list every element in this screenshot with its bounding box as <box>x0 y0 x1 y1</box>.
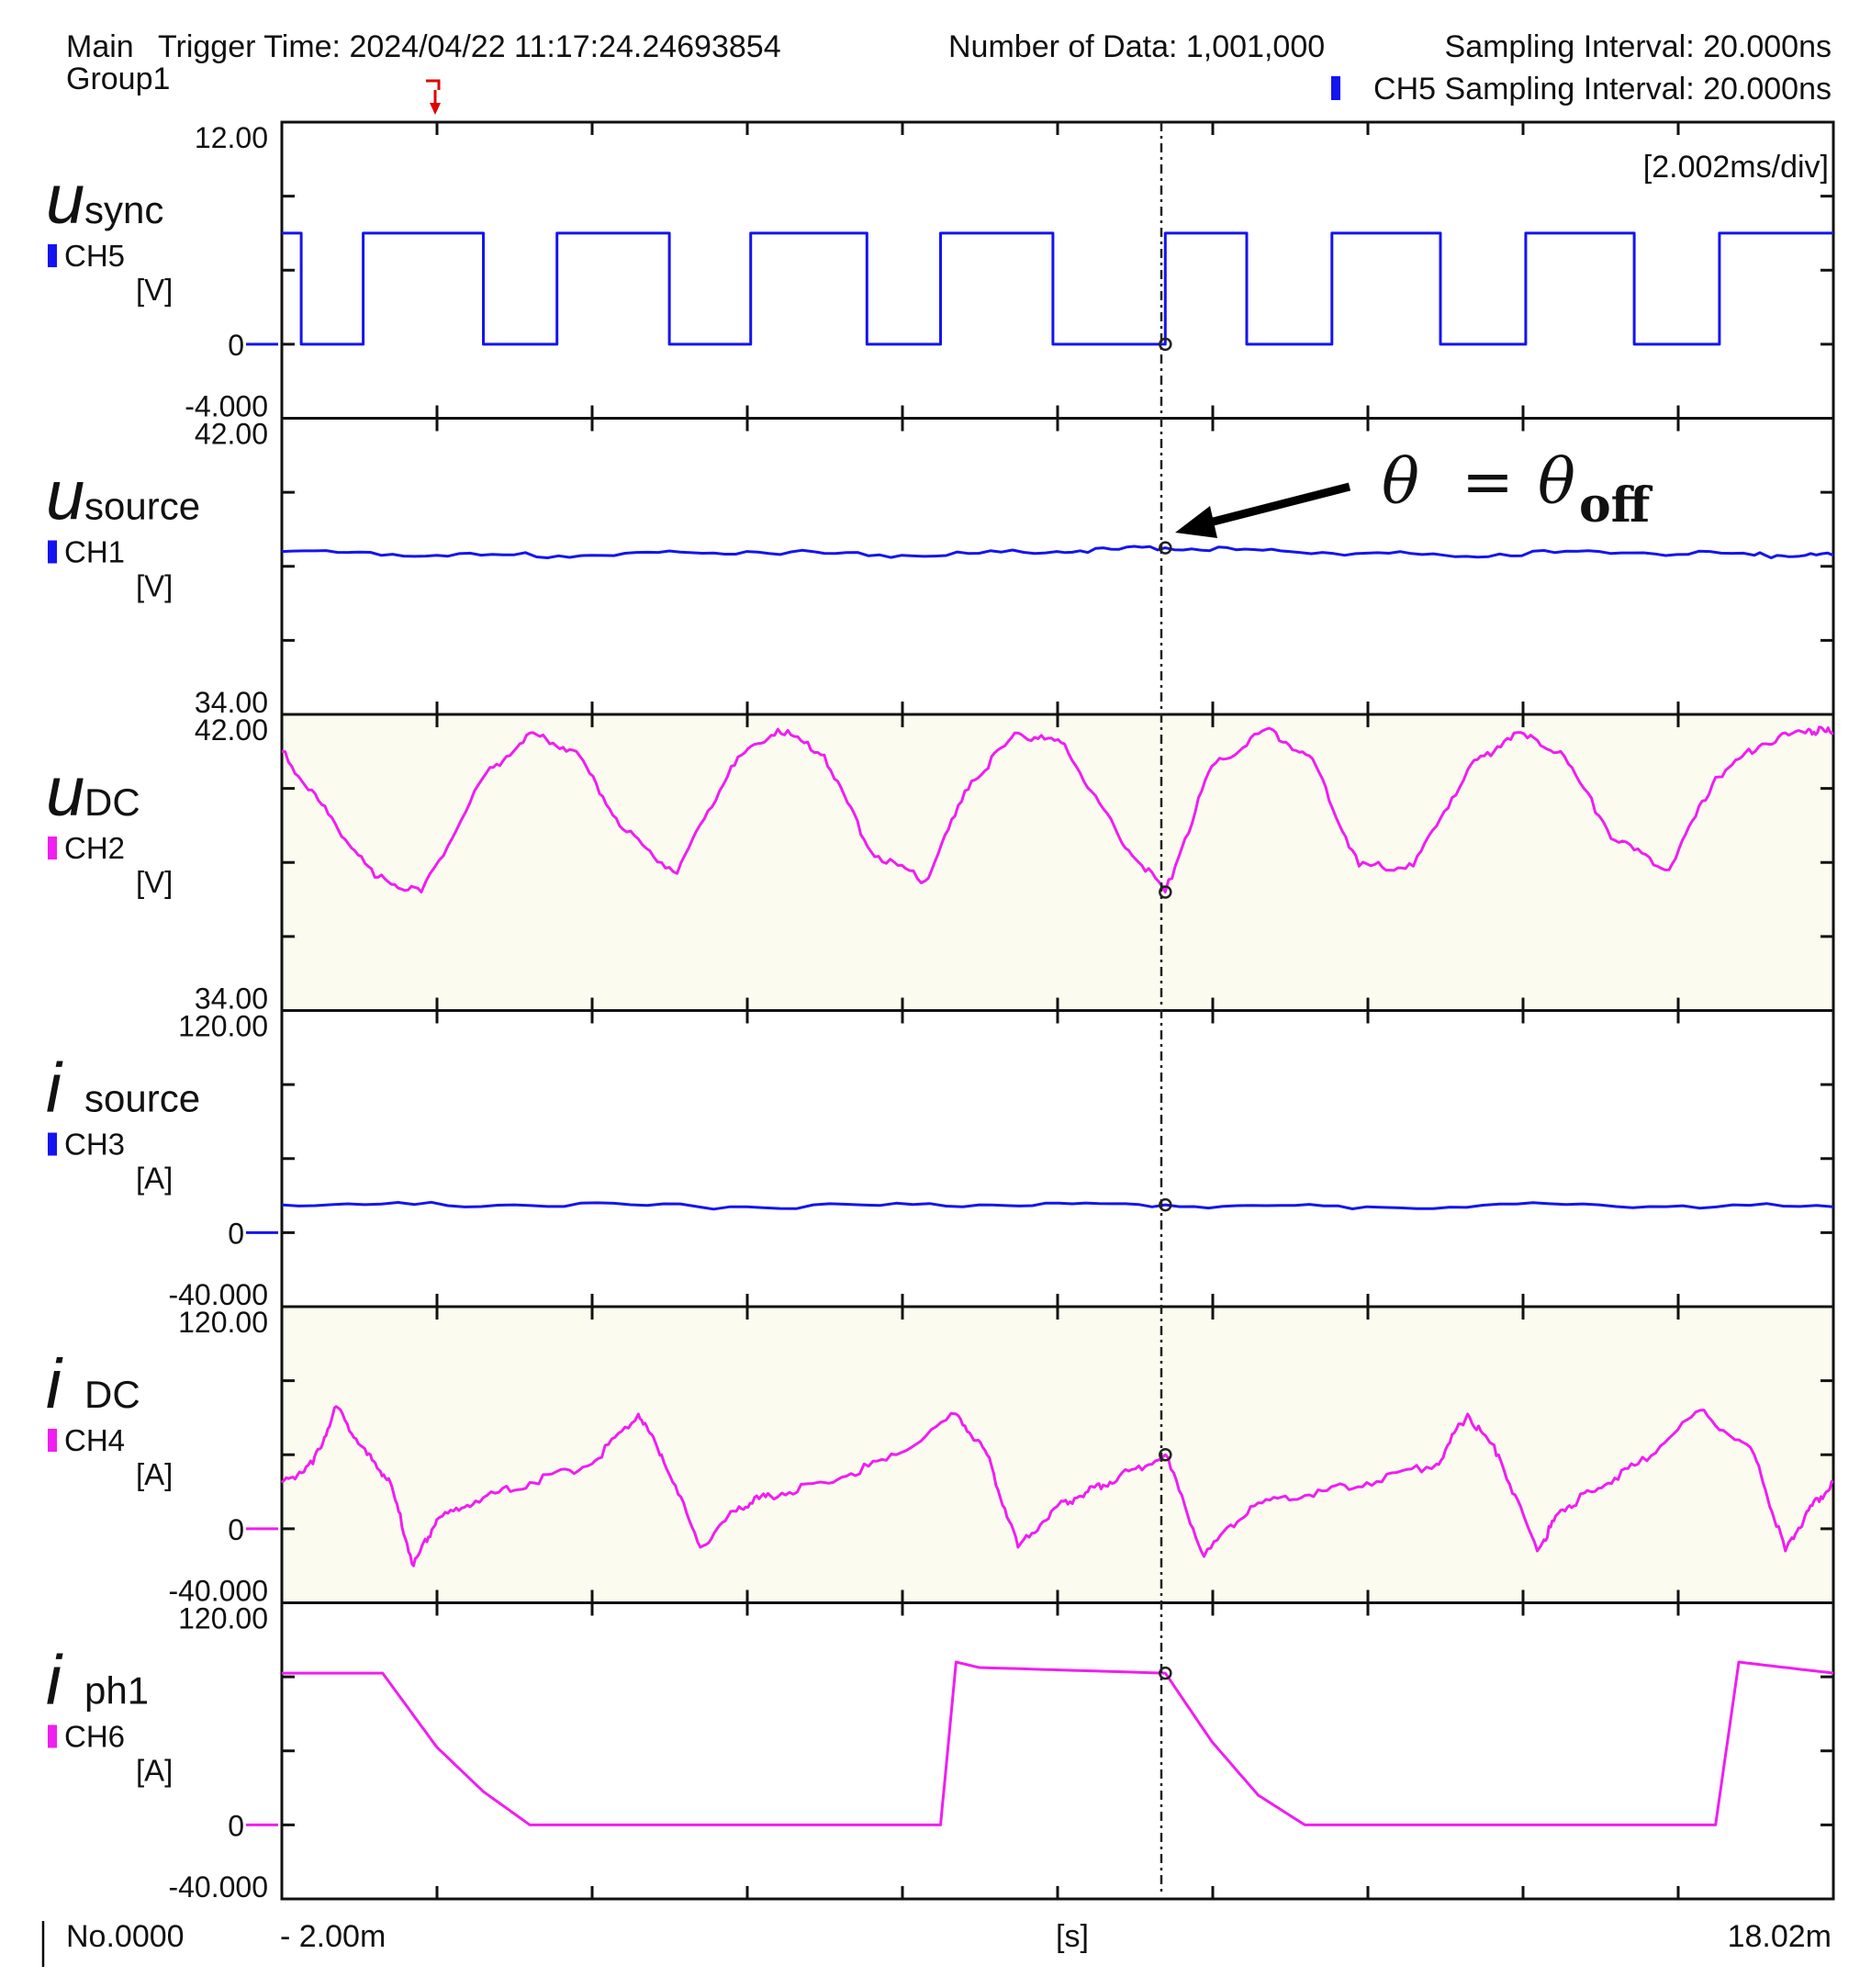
channel-color-marker <box>48 1132 57 1156</box>
y-bottom-label: -40.000 <box>168 1870 268 1904</box>
arrow-icon <box>1175 506 1217 538</box>
unit-label: [V] <box>136 273 173 307</box>
header-number-of-data: Number of Data: 1,001,000 <box>948 29 1325 64</box>
header-ch5-sampling-interval: CH5 Sampling Interval: 20.000ns <box>1373 72 1832 107</box>
panel-ch2: 42.00 34.00 u DC CH2 [V] <box>46 713 1835 1016</box>
signal-subscript: ph1 <box>84 1669 149 1713</box>
signal-name: i <box>46 1050 63 1128</box>
panel-frame <box>280 120 1835 420</box>
zero-level-label: 0 <box>228 1217 244 1250</box>
channel-label: CH4 <box>64 1423 125 1457</box>
x-unit-label: [s] <box>1056 1919 1089 1954</box>
cursor-point <box>1159 541 1172 555</box>
channel-color-marker <box>48 244 57 267</box>
channel-label: CH6 <box>64 1720 125 1754</box>
y-bottom-label: 34.00 <box>195 983 268 1016</box>
unit-label: [V] <box>136 865 173 899</box>
cursor-point <box>1159 1197 1172 1212</box>
x-end-label: 18.02m <box>1728 1919 1832 1954</box>
panel-ch5: 12.00 -4.000 u sync CH5 [V] 0 <box>46 120 1835 423</box>
theta-off-subscript: off <box>1579 477 1653 534</box>
signal-subscript: source <box>84 1077 200 1120</box>
y-bottom-label: -40.000 <box>168 1278 268 1311</box>
equals-sign: = <box>1462 446 1514 519</box>
channel-color-marker <box>48 1429 57 1452</box>
zero-level-label: 0 <box>228 329 244 362</box>
waveform-ch2 <box>281 725 1834 893</box>
x-start-label: - 2.00m <box>280 1919 386 1954</box>
unit-label: [A] <box>136 1754 173 1788</box>
panel-frame <box>280 1601 1835 1901</box>
channel-label: CH2 <box>64 831 125 865</box>
y-bottom-label: 34.00 <box>195 686 268 719</box>
cursor-point <box>1159 885 1172 899</box>
waveform-ch4 <box>280 1405 1834 1567</box>
waveform-ch5 <box>282 231 1833 346</box>
waveform-ch1 <box>281 545 1834 559</box>
panel-ch6: 120.00 -40.000 i ph1 CH6 [A] 0 <box>46 1601 1835 1904</box>
theta-annotation: θ = θ off <box>1175 446 1653 538</box>
channel-color-marker <box>48 540 57 564</box>
y-top-label: 120.00 <box>178 1306 268 1339</box>
cursor-point <box>1159 1448 1172 1462</box>
header-main: Main <box>66 29 134 64</box>
record-number: No.0000 <box>66 1919 185 1954</box>
channel-label: CH5 <box>64 239 125 273</box>
unit-label: [A] <box>136 1457 173 1491</box>
channel-label: CH3 <box>64 1128 125 1162</box>
y-top-label: 12.00 <box>195 121 268 154</box>
signal-name: i <box>46 1345 63 1423</box>
zero-level-label: 0 <box>228 1513 244 1546</box>
panel-frame <box>280 713 1835 1012</box>
signal-name: u <box>46 753 84 831</box>
cursor-point <box>1159 1666 1172 1680</box>
channel-label: CH1 <box>64 535 125 569</box>
y-bottom-label: -4.000 <box>185 390 268 423</box>
signal-name: u <box>46 161 84 239</box>
signal-name: i <box>46 1642 63 1720</box>
signal-subscript: DC <box>84 781 140 824</box>
signal-subscript: DC <box>84 1373 140 1416</box>
signal-name: u <box>46 457 84 535</box>
y-top-label: 120.00 <box>178 1602 268 1635</box>
signal-subscript: source <box>84 485 200 528</box>
panel-ch1: 42.00 34.00 u source CH1 [V] <box>46 417 1835 719</box>
ch5-color-marker <box>1331 76 1340 100</box>
header-group: Group1 <box>66 62 170 96</box>
theta-off-symbol: θ <box>1538 446 1575 519</box>
panel-frame <box>280 417 1835 716</box>
unit-label: [V] <box>136 569 173 603</box>
y-top-label: 42.00 <box>195 418 268 451</box>
panel-ch3: 120.00 -40.000 i source CH3 [A] 0 <box>46 1009 1835 1311</box>
y-top-label: 120.00 <box>178 1010 268 1043</box>
waveform-ch3 <box>281 1200 1834 1211</box>
header-trigger-time: Trigger Time: 2024/04/22 11:17:24.246938… <box>158 29 781 64</box>
y-top-label: 42.00 <box>195 713 268 747</box>
timebase-label: [2.002ms/div] <box>1643 150 1829 185</box>
y-bottom-label: -40.000 <box>168 1575 268 1608</box>
cursor-point <box>1159 337 1172 352</box>
theta-symbol: θ <box>1382 446 1419 519</box>
panel-ch4: 120.00 -40.000 i DC CH4 [A] 0 <box>46 1305 1835 1608</box>
channel-color-marker <box>48 837 57 859</box>
signal-subscript: sync <box>84 188 163 231</box>
panel-frame <box>280 1305 1835 1604</box>
unit-label: [A] <box>136 1162 173 1196</box>
trigger-marker-icon <box>426 79 441 115</box>
panel-frame <box>280 1009 1835 1308</box>
zero-level-label: 0 <box>228 1809 244 1842</box>
channel-color-marker <box>48 1724 57 1748</box>
waveform-ch6 <box>282 1660 1834 1826</box>
header-sampling-interval: Sampling Interval: 20.000ns <box>1445 29 1832 64</box>
